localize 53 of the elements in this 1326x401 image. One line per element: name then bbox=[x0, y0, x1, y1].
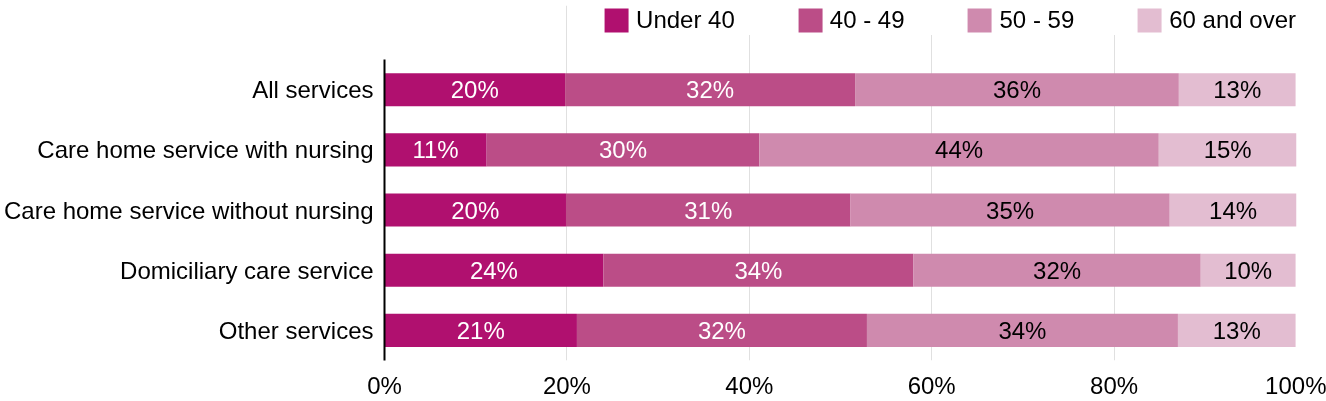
data-label: 31% bbox=[684, 196, 733, 224]
bar bbox=[1158, 133, 1297, 167]
bar bbox=[759, 133, 1159, 167]
y-tick-label: All services bbox=[252, 76, 374, 104]
data-label: 14% bbox=[1209, 196, 1258, 224]
y-tick-label: Care home service without nursing bbox=[4, 196, 374, 224]
data-label: 24% bbox=[469, 256, 518, 284]
bar bbox=[866, 313, 1178, 347]
data-label: 20% bbox=[450, 76, 499, 104]
data-label: 32% bbox=[686, 76, 735, 104]
bar bbox=[913, 253, 1201, 287]
bar bbox=[855, 73, 1179, 107]
bar bbox=[384, 253, 604, 287]
data-label: 11% bbox=[412, 136, 459, 164]
data-label: 21% bbox=[456, 316, 505, 344]
data-label: 44% bbox=[935, 136, 984, 164]
x-tick-label: 0% bbox=[367, 371, 402, 399]
data-label: 20% bbox=[451, 196, 500, 224]
legend-label: 50 - 59 bbox=[999, 6, 1075, 34]
y-tick-label: Care home service with nursing bbox=[37, 136, 374, 164]
y-tick-label: Domiciliary care service bbox=[120, 256, 374, 284]
bar bbox=[1177, 313, 1296, 347]
data-label: 10% bbox=[1224, 256, 1273, 284]
bar bbox=[565, 73, 856, 107]
data-label: 13% bbox=[1213, 76, 1262, 104]
bar bbox=[384, 73, 566, 107]
bar bbox=[603, 253, 914, 287]
data-label: 34% bbox=[734, 256, 783, 284]
data-label: 30% bbox=[598, 136, 648, 164]
data-label: 35% bbox=[986, 196, 1035, 224]
data-label: 36% bbox=[992, 76, 1041, 104]
bar bbox=[384, 193, 566, 227]
bar bbox=[565, 193, 851, 227]
data-label: 32% bbox=[1033, 256, 1082, 284]
bar bbox=[486, 133, 760, 167]
legend-label: Under 40 bbox=[636, 6, 735, 34]
bar bbox=[384, 313, 577, 347]
bar bbox=[850, 193, 1170, 227]
bar bbox=[1178, 73, 1296, 107]
x-tick-label: 80% bbox=[1090, 371, 1139, 399]
data-label: 13% bbox=[1212, 316, 1261, 344]
legend-label: 60 and over bbox=[1169, 6, 1296, 34]
y-tick-label: Other services bbox=[218, 316, 374, 344]
x-tick-label: 60% bbox=[907, 371, 956, 399]
bar bbox=[1169, 193, 1297, 227]
x-tick-label: 20% bbox=[542, 371, 591, 399]
bar bbox=[576, 313, 867, 347]
legend-label: 40 - 49 bbox=[829, 6, 905, 34]
data-label: 15% bbox=[1203, 136, 1252, 164]
data-label: 32% bbox=[697, 316, 746, 344]
x-tick-label: 40% bbox=[725, 371, 774, 399]
x-tick-label: 100% bbox=[1265, 371, 1326, 399]
data-label: 34% bbox=[998, 316, 1047, 344]
